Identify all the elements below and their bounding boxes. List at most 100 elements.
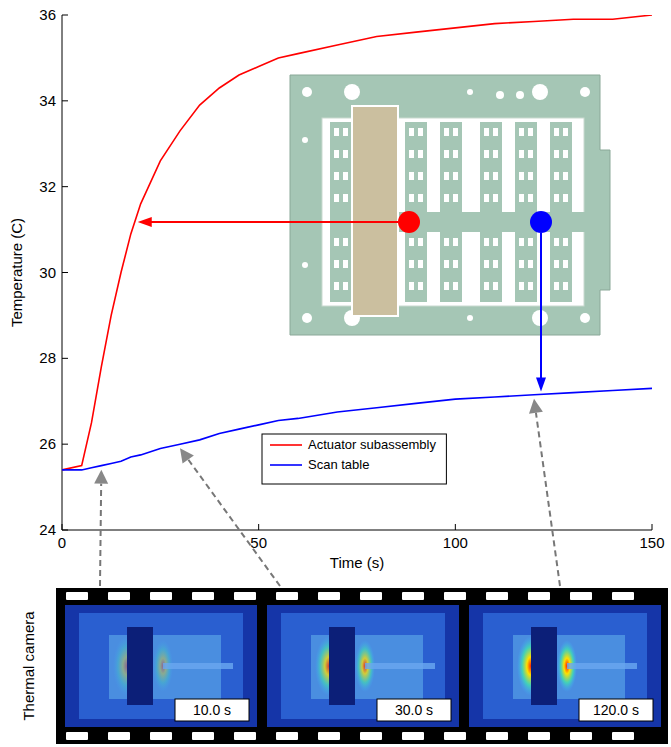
y-tick-label: 30	[39, 264, 56, 281]
sprocket	[150, 732, 172, 740]
flexure-hole	[444, 128, 449, 136]
frame-actuator	[127, 627, 153, 705]
flexure-hole	[554, 194, 559, 202]
flexure-hole	[334, 282, 339, 290]
flexure-hole	[418, 150, 423, 158]
x-axis-line	[62, 530, 652, 531]
sprocket	[318, 592, 340, 600]
flexure-hole	[484, 172, 489, 180]
flexure-hole	[484, 128, 489, 136]
flexure-hole	[554, 172, 559, 180]
legend-label: Scan table	[308, 457, 369, 472]
flexure-hole	[493, 282, 498, 290]
x-tick-label: 50	[250, 534, 267, 551]
flexure-hole	[519, 260, 524, 268]
flexure-hole	[444, 282, 449, 290]
sprocket	[402, 592, 424, 600]
flexure-hole	[418, 238, 423, 246]
flexure-hole	[554, 282, 559, 290]
hole	[467, 315, 473, 321]
sprocket	[612, 592, 634, 600]
flexure-hole	[519, 172, 524, 180]
series-line	[62, 15, 652, 470]
flexure-hole	[343, 150, 348, 158]
legend: Actuator subassemblyScan table	[262, 434, 446, 484]
flexure-hole	[453, 128, 458, 136]
flexure-hole	[554, 150, 559, 158]
flexure-hole	[563, 282, 568, 290]
hole	[580, 87, 590, 97]
sprocket	[360, 732, 382, 740]
flexure-hole	[484, 194, 489, 202]
y-tick	[62, 186, 68, 187]
sprocket	[276, 592, 298, 600]
flexure-hole	[528, 260, 533, 268]
y-tick	[62, 444, 68, 445]
frame-label: 30.0 s	[395, 702, 433, 718]
frame-label-box	[175, 699, 249, 721]
flexure-hole	[528, 150, 533, 158]
frame-arrows	[94, 399, 560, 586]
flexure-hole	[343, 238, 348, 246]
flexure-hole	[484, 282, 489, 290]
sprocket	[234, 592, 256, 600]
flexure-hole	[563, 238, 568, 246]
flexure-hole	[334, 194, 339, 202]
x-tick-label: 150	[639, 534, 664, 551]
flexure-hole	[343, 194, 348, 202]
arrow	[150, 221, 398, 223]
arrow-head	[138, 217, 152, 227]
hole	[302, 262, 308, 268]
flexure-hole	[528, 128, 533, 136]
frame-plate	[79, 613, 243, 719]
flexure-hole	[418, 128, 423, 136]
y-tick-label: 28	[39, 349, 56, 366]
flexure-hole	[334, 172, 339, 180]
flexure-hole	[453, 282, 458, 290]
sprocket	[570, 732, 592, 740]
figure: 24262830323436050100150Time (s)Temperatu…	[0, 0, 671, 747]
frame-arrow	[536, 413, 560, 586]
y-tick-label: 36	[39, 6, 56, 23]
flexure-hole	[418, 260, 423, 268]
frame-label-box	[579, 699, 653, 721]
hole	[580, 313, 590, 323]
arrow	[540, 233, 542, 379]
frame-actuator	[531, 627, 557, 705]
sprocket	[234, 732, 256, 740]
x-tick	[652, 524, 653, 530]
flexure-hole	[444, 238, 449, 246]
flexure-hole	[484, 150, 489, 158]
frame-arrow-head	[180, 448, 194, 463]
flexure-hole	[554, 238, 559, 246]
flexure-hole	[493, 150, 498, 158]
flexure-hole	[418, 282, 423, 290]
flexure-hole	[484, 238, 489, 246]
flexure-hole	[484, 260, 489, 268]
axes: 24262830323436050100150Time (s)Temperatu…	[8, 6, 665, 571]
flexure-hole	[418, 172, 423, 180]
y-axis-title: Temperature (C)	[8, 218, 25, 327]
flexure-hole	[343, 172, 348, 180]
sprocket	[318, 732, 340, 740]
flexure-hole	[563, 172, 568, 180]
flexure-hole	[519, 238, 524, 246]
y-tick	[62, 530, 68, 531]
frame-label: 120.0 s	[593, 702, 639, 718]
x-axis-title: Time (s)	[330, 554, 384, 571]
flexure-hole	[334, 150, 339, 158]
frame-stage	[365, 663, 435, 669]
hole	[302, 87, 312, 97]
hole	[532, 84, 548, 100]
flexure-hole	[444, 150, 449, 158]
frame-bg	[65, 605, 257, 727]
flexure-hole	[528, 282, 533, 290]
sprocket	[66, 592, 88, 600]
sprocket	[150, 592, 172, 600]
frame-stage	[163, 663, 233, 669]
sprocket	[528, 732, 550, 740]
sprocket	[444, 592, 466, 600]
flexure-hole	[528, 172, 533, 180]
flexure-hole	[563, 260, 568, 268]
plot-area	[62, 15, 652, 470]
